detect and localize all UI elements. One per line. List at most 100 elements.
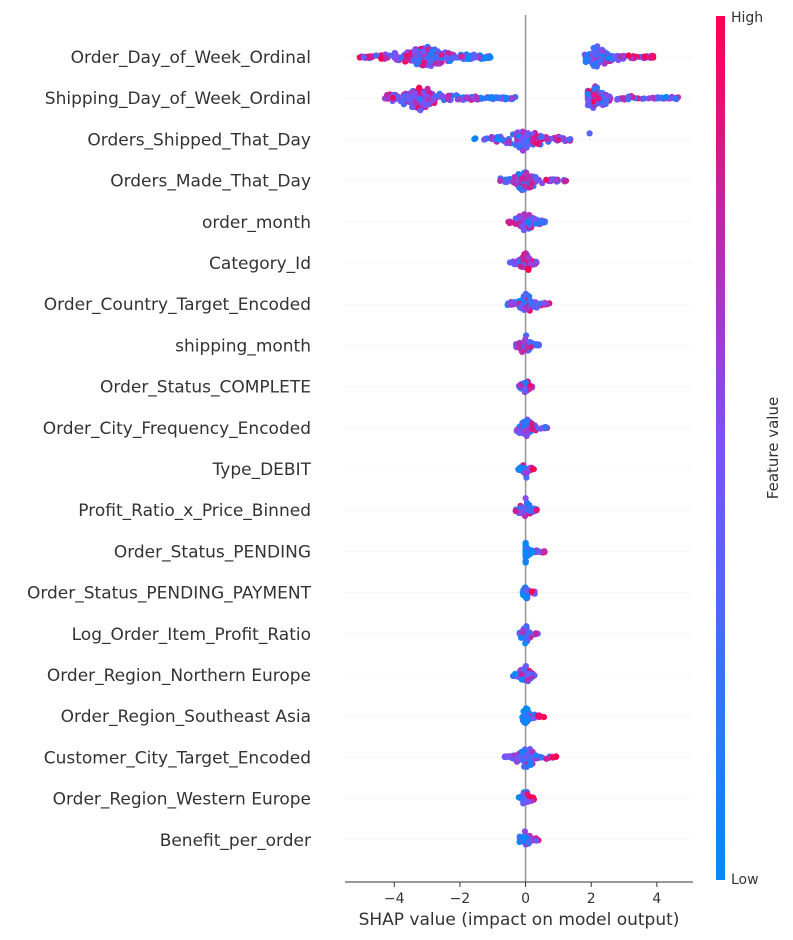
feature-label: Orders_Shipped_That_Day bbox=[87, 130, 311, 150]
shap-point bbox=[642, 53, 649, 60]
shap-point bbox=[481, 55, 488, 62]
shap-point bbox=[538, 218, 545, 225]
shap-point bbox=[543, 176, 550, 183]
shap-point bbox=[384, 91, 391, 99]
shap-point bbox=[603, 97, 610, 104]
shap-point bbox=[522, 713, 529, 720]
shap-point bbox=[555, 136, 562, 143]
colorbar-low-label: Low bbox=[731, 872, 759, 888]
shap-point bbox=[585, 101, 592, 108]
shap-point bbox=[517, 263, 525, 270]
shap-point bbox=[526, 507, 533, 515]
x-tick-label: 2 bbox=[587, 891, 596, 907]
shap-point bbox=[518, 134, 526, 141]
shap-point bbox=[382, 54, 390, 62]
shap-point bbox=[516, 184, 523, 191]
shap-point bbox=[520, 800, 527, 807]
shap-point bbox=[413, 99, 420, 107]
shap-point bbox=[528, 549, 536, 556]
shap-point bbox=[566, 136, 573, 143]
shap-point bbox=[494, 94, 501, 101]
feature-label: Order_Country_Target_Encoded bbox=[44, 295, 311, 315]
shap-point bbox=[519, 629, 526, 636]
shap-point bbox=[506, 259, 514, 266]
shap-point bbox=[473, 95, 480, 102]
shap-point bbox=[530, 303, 538, 310]
shap-point bbox=[526, 297, 533, 304]
shap-point bbox=[540, 548, 547, 555]
x-tick-label: −2 bbox=[450, 891, 471, 907]
shap-point bbox=[519, 222, 526, 229]
shap-point bbox=[430, 97, 437, 104]
x-axis-label: SHAP value (impact on model output) bbox=[359, 910, 680, 930]
x-tick-label: −4 bbox=[384, 891, 405, 907]
shap-point bbox=[620, 53, 627, 60]
shap-point bbox=[522, 636, 529, 643]
shap-point bbox=[590, 91, 597, 98]
colorbar-high-label: High bbox=[731, 10, 763, 26]
shap-point bbox=[541, 300, 548, 307]
shap-point bbox=[672, 95, 679, 102]
shap-point bbox=[524, 670, 531, 678]
shap-point bbox=[625, 93, 632, 100]
shap-point bbox=[514, 754, 522, 761]
shap-point bbox=[544, 136, 551, 143]
shap-point bbox=[506, 220, 513, 227]
shap-point bbox=[521, 386, 528, 393]
shap-point bbox=[518, 175, 525, 182]
shap-point bbox=[532, 752, 540, 759]
shap-point bbox=[445, 50, 452, 57]
shap-point bbox=[403, 56, 410, 63]
shap-point bbox=[472, 135, 479, 142]
colorbar-gradient bbox=[716, 16, 725, 880]
shap-point bbox=[533, 837, 540, 844]
colorbar-title: Feature value bbox=[764, 397, 782, 499]
shap-point bbox=[529, 466, 536, 473]
shap-point bbox=[432, 53, 439, 60]
shap-point bbox=[586, 130, 593, 137]
x-tick-label: 0 bbox=[521, 891, 530, 907]
shap-point bbox=[510, 178, 517, 185]
shap-point bbox=[655, 95, 662, 102]
shap-point bbox=[393, 56, 400, 63]
shap-point bbox=[520, 423, 527, 430]
shap-point bbox=[523, 418, 530, 425]
shap-point bbox=[518, 676, 525, 683]
shap-point bbox=[590, 44, 597, 52]
shap-point bbox=[511, 174, 518, 181]
shap-point bbox=[488, 133, 495, 141]
shap-point bbox=[391, 49, 398, 57]
shap-point bbox=[522, 305, 529, 312]
shap-point bbox=[503, 94, 510, 101]
shap-point bbox=[417, 107, 424, 114]
shap-point bbox=[526, 793, 534, 801]
shap-point bbox=[641, 95, 648, 102]
shap-point bbox=[538, 133, 545, 140]
feature-label: Type_DEBIT bbox=[212, 460, 312, 480]
x-ticks: −4 −2 0 2 4 bbox=[384, 882, 661, 907]
shap-point bbox=[481, 136, 488, 143]
feature-label: shipping_month bbox=[175, 336, 311, 356]
shap-point bbox=[520, 795, 527, 802]
shap-point bbox=[595, 95, 602, 102]
x-axis: −4 −2 0 2 4 SHAP value (impact on model outp… bbox=[345, 881, 693, 930]
shap-point bbox=[522, 558, 529, 565]
shap-point bbox=[648, 53, 655, 61]
shap-point bbox=[592, 52, 600, 59]
shap-point bbox=[525, 629, 532, 636]
shap-point bbox=[464, 94, 471, 102]
shap-point bbox=[439, 93, 446, 100]
shap-point bbox=[532, 216, 539, 223]
feature-label: order_month bbox=[202, 213, 311, 233]
feature-label: Profit_Ratio_x_Price_Binned bbox=[78, 501, 311, 521]
shap-point bbox=[526, 338, 534, 346]
shap-point bbox=[599, 48, 606, 55]
shap-point bbox=[482, 95, 489, 102]
shap-point bbox=[522, 495, 529, 502]
shap-point bbox=[512, 220, 519, 227]
shap-point bbox=[527, 761, 534, 769]
shap-point bbox=[488, 94, 495, 101]
shap-point bbox=[416, 84, 423, 91]
shap-point bbox=[585, 56, 592, 63]
shap-point bbox=[534, 712, 542, 720]
